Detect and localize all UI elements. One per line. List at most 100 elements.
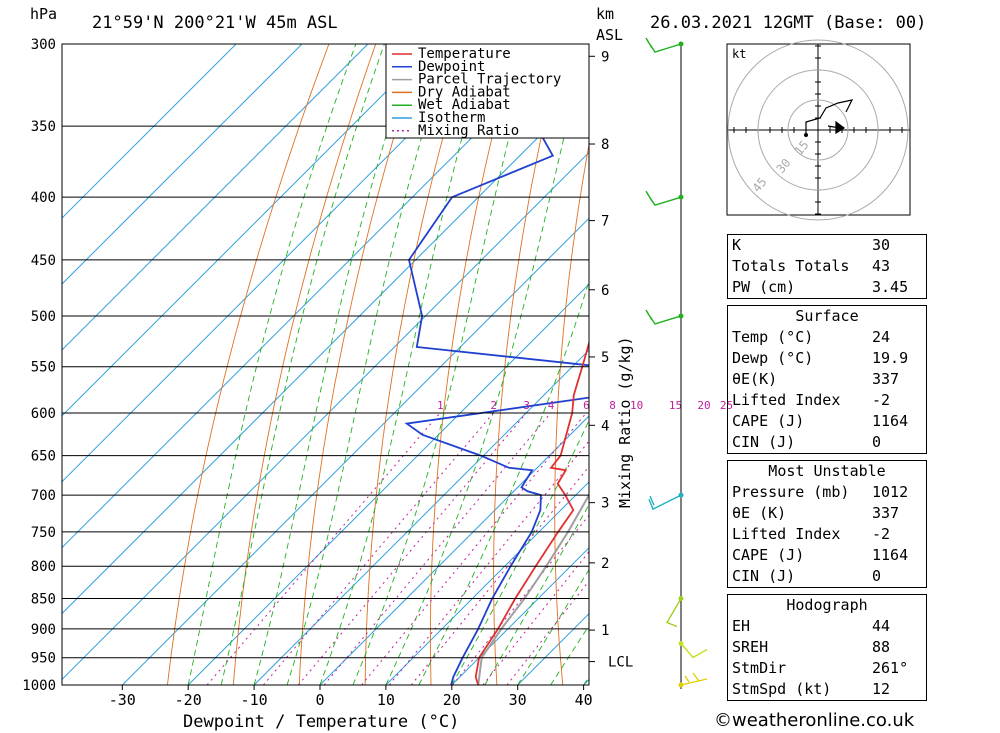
mixing-ratio-label: 15 — [669, 399, 682, 412]
temperature-tick-label: 40 — [575, 691, 593, 709]
pressure-tick-label: 450 — [31, 253, 56, 269]
pressure-tick-label: 700 — [31, 488, 56, 504]
most-unstable-row: CAPE (J) 1164 — [732, 546, 909, 564]
dry-adiabat-line — [983, 44, 1000, 685]
mixing-ratio-line — [388, 440, 589, 685]
pressure-tick-label: 750 — [31, 525, 56, 541]
dry-adiabat-line — [934, 44, 1000, 685]
height-unit-top: km — [596, 5, 614, 23]
surface-row: Lifted Index -2 — [732, 391, 891, 409]
isotherm-line — [187, 283, 589, 685]
hodograph-ring — [787, 99, 849, 161]
height-tick-label: 7 — [601, 214, 609, 230]
height-tick-label: 5 — [601, 350, 609, 366]
wind-barb — [648, 494, 682, 511]
legend-entry: Mixing Ratio — [418, 123, 519, 139]
index-row-totals: Totals Totals 43 — [732, 257, 891, 275]
hodograph-row: EH 44 — [732, 617, 891, 635]
mixing-ratio-line — [506, 580, 589, 685]
surface-row: Dewp (°C) 19.9 — [732, 349, 909, 367]
mixing-ratio-label: 6 — [583, 399, 590, 412]
most-unstable-title: Most Unstable — [768, 462, 886, 480]
hodograph-trace — [805, 99, 854, 135]
profile-curves — [404, 44, 589, 685]
mixing-ratio-labels: 1 2 3 4 6 8 10 15 20 25 — [437, 399, 733, 412]
mixing-ratio-axis-title: Mixing Ratio (g/kg) — [616, 336, 634, 508]
hodograph-ring — [757, 69, 879, 191]
x-axis-title: Dewpoint / Temperature (°C) — [183, 712, 459, 732]
pressure-tick-label: 950 — [31, 651, 56, 667]
most-unstable-table: Most Unstable Pressure (mb) 1012 θE (K) 33… — [727, 460, 927, 588]
isotherm-line — [319, 415, 589, 685]
mixing-ratio-label: 25 — [720, 399, 733, 412]
isotherm-line — [62, 44, 237, 219]
height-tick-label: 3 — [601, 496, 609, 512]
height-tick-label: 2 — [601, 556, 609, 572]
mixing-ratio-line — [482, 550, 589, 685]
axes: 3003504004505005506006507007508008509009… — [22, 37, 633, 709]
mixing-ratio-line — [323, 412, 552, 685]
wind-barb — [665, 598, 682, 628]
isotherm-line — [62, 44, 369, 351]
height-tick-label: 8 — [601, 137, 609, 153]
height-tick-label: 4 — [601, 418, 609, 434]
location-title: 21°59'N 200°21'W 45m ASL — [92, 13, 338, 33]
pressure-tick-label: 650 — [31, 449, 56, 465]
datetime-title: 26.03.2021 12GMT (Base: 00) — [650, 13, 926, 33]
copyright-link[interactable]: ©weatheronline.co.uk — [714, 710, 915, 731]
wind-barb — [680, 643, 708, 659]
hodograph-row: StmSpd (kt) 12 — [732, 680, 891, 698]
most-unstable-row: Pressure (mb) 1012 — [732, 483, 909, 501]
legend-entry: Temperature — [418, 46, 511, 62]
pressure-tick-label: 300 — [31, 37, 56, 53]
pressure-unit-label: hPa — [30, 5, 57, 23]
pressure-tick-label: 900 — [31, 622, 56, 638]
temperature-tick-label: 0 — [315, 691, 324, 709]
wind-barb — [645, 37, 682, 53]
legend-entry: Parcel Trajectory — [418, 72, 561, 88]
isotherm-line — [62, 85, 589, 615]
parcel-trajectory-curve — [477, 492, 589, 685]
hodograph-row: SREH 88 — [732, 638, 891, 656]
height-tick-label: LCL — [608, 655, 633, 671]
indices-table: K 30 Totals Totals 43 PW (cm) 3.45 — [727, 234, 927, 299]
height-tick-label: 9 — [601, 49, 609, 65]
height-tick-label: 6 — [601, 283, 609, 299]
dry-adiabat-line — [493, 44, 563, 685]
mixing-ratio-label: 10 — [630, 399, 643, 412]
hodograph-table: Hodograph EH 44 SREH 88 StmDir 261° StmSpd … — [727, 594, 927, 701]
hodograph-start-dot — [804, 133, 808, 137]
wet-adiabat-line — [451, 419, 589, 685]
temperature-tick-label: 30 — [509, 691, 527, 709]
dry-adiabat-line — [671, 44, 703, 685]
wind-barb — [680, 672, 708, 686]
legend-entry: Dewpoint — [418, 59, 485, 75]
temperature-curve — [474, 340, 589, 685]
temperature-tick-label: 20 — [443, 691, 461, 709]
temperature-tick-label: -20 — [175, 691, 202, 709]
legend-entry: Dry Adiabat — [418, 84, 511, 100]
wind-barb — [645, 190, 682, 206]
surface-title: Surface — [795, 307, 859, 325]
temperature-tick-label: -10 — [241, 691, 268, 709]
plot-frame — [61, 43, 590, 686]
index-row-k: K 30 — [732, 236, 891, 254]
surface-row: θE(K) 337 — [732, 370, 900, 388]
most-unstable-row: CIN (J) 0 — [732, 567, 882, 585]
legend-entry: Wet Adiabat — [418, 97, 511, 113]
isotherm-line — [451, 547, 589, 685]
mixing-ratio-label: 2 — [490, 399, 497, 412]
pressure-tick-label: 600 — [31, 406, 56, 422]
pressure-tick-label: 400 — [31, 190, 56, 206]
pressure-tick-label: 350 — [31, 119, 56, 135]
mixing-ratio-label: 8 — [609, 399, 616, 412]
pressure-tick-label: 800 — [31, 559, 56, 575]
legend-entry: Isotherm — [418, 110, 485, 126]
temperature-tick-label: 10 — [377, 691, 395, 709]
surface-row: Temp (°C) 24 — [732, 328, 891, 346]
mixing-ratio-label: 1 — [437, 399, 444, 412]
wind-barbs — [645, 37, 708, 689]
